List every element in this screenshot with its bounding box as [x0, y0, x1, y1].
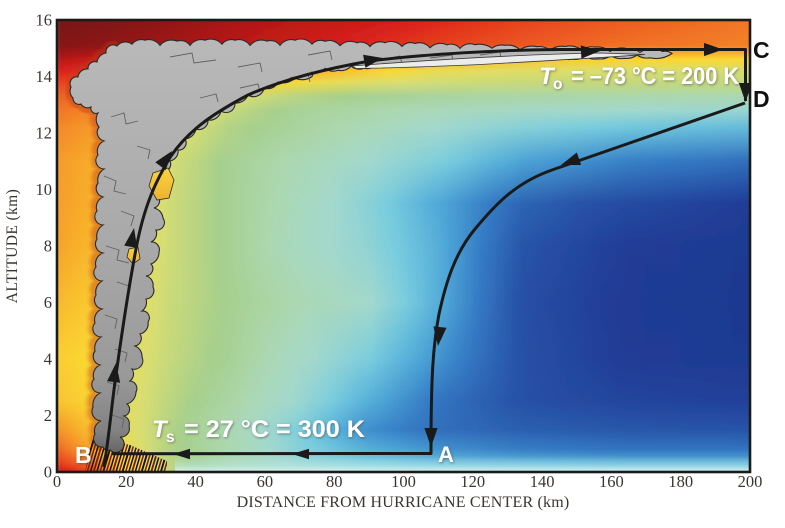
svg-text:10: 10 — [36, 180, 53, 199]
svg-text:DISTANCE FROM HURRICANE CENTER: DISTANCE FROM HURRICANE CENTER (km) — [237, 494, 570, 511]
svg-text:o: o — [553, 76, 562, 93]
svg-text:200: 200 — [738, 472, 763, 491]
svg-text:100: 100 — [391, 472, 416, 491]
svg-text:20: 20 — [118, 472, 135, 491]
svg-text:80: 80 — [326, 472, 343, 491]
svg-text:= 27 °C = 300 K: = 27 °C = 300 K — [184, 416, 366, 443]
svg-text:120: 120 — [460, 472, 485, 491]
svg-text:12: 12 — [36, 124, 53, 143]
svg-text:60: 60 — [257, 472, 274, 491]
svg-text:16: 16 — [36, 11, 53, 30]
svg-text:14: 14 — [36, 67, 53, 86]
svg-text:140: 140 — [530, 472, 555, 491]
svg-text:A: A — [438, 442, 454, 467]
svg-text:40: 40 — [187, 472, 204, 491]
svg-text:D: D — [753, 86, 770, 112]
svg-text:8: 8 — [44, 237, 52, 256]
svg-text:ALTITUDE (km): ALTITUDE (km) — [4, 189, 21, 303]
svg-text:0: 0 — [53, 472, 61, 491]
svg-text:= –73 °C = 200 K: = –73 °C = 200 K — [571, 63, 740, 90]
svg-text:6: 6 — [44, 293, 52, 312]
svg-text:4: 4 — [44, 350, 52, 369]
svg-text:s: s — [166, 429, 175, 446]
svg-text:160: 160 — [599, 472, 624, 491]
svg-text:0: 0 — [44, 463, 52, 482]
svg-text:T: T — [539, 63, 556, 90]
svg-text:B: B — [75, 442, 92, 468]
svg-text:2: 2 — [44, 406, 52, 425]
svg-text:180: 180 — [668, 472, 693, 491]
svg-text:C: C — [753, 37, 770, 63]
svg-text:T: T — [152, 416, 169, 443]
